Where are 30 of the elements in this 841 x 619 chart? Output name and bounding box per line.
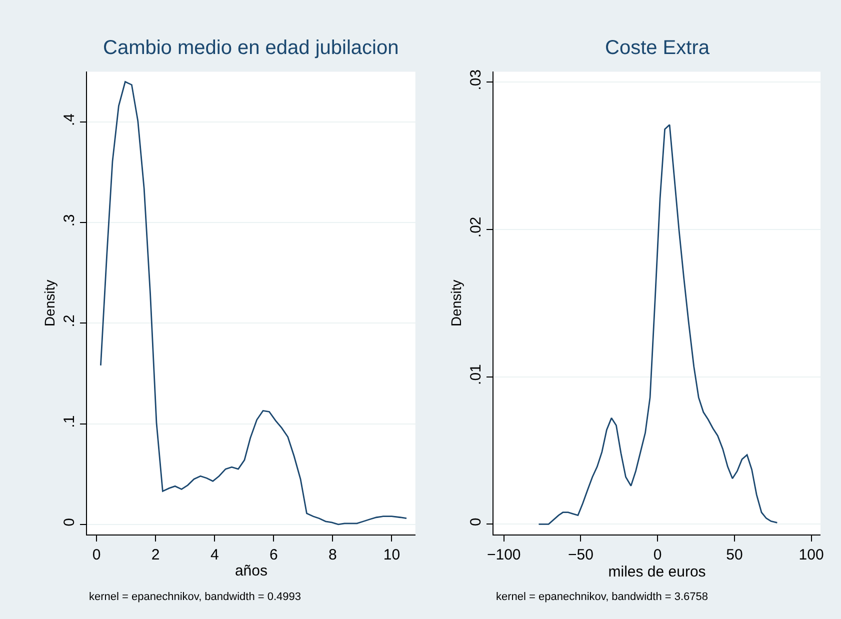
x-tick-label: 100 [798,546,824,564]
y-tick-label: 0 [468,518,485,526]
x-axis-title: años [234,562,268,580]
y-tick-label: 0 [61,518,78,526]
x-tick-label: 4 [210,546,219,564]
chart-title: Coste Extra [605,37,710,59]
chart-title: Cambio medio en edad jubilacion [103,37,399,59]
line-series [538,124,778,525]
y-axis-title: Density [42,280,58,326]
y-tick-label: .01 [468,364,485,385]
x-tick-label: 6 [269,546,278,564]
x-axis-title: miles de euros [608,563,706,580]
x-tick-label: −100 [486,546,521,564]
x-tick-label: 0 [653,546,662,564]
y-tick-label: .02 [468,216,485,238]
line-series [100,81,408,526]
x-tick-label: 2 [151,546,160,564]
y-tick-label: .2 [61,314,78,328]
y-tick-label: .03 [468,69,485,90]
x-tick-label: 10 [383,546,400,564]
y-tick-label: .3 [61,214,78,227]
x-tick-label: 8 [328,546,337,564]
text: kernel = epanechnikov, bandwidth = 0.4993 [89,591,302,603]
y-tick-label: .1 [61,415,78,428]
x-tick-label: 50 [726,546,743,564]
x-tick-label: −50 [568,546,594,564]
x-tick-label: 0 [92,546,101,564]
y-tick-label: .4 [61,114,78,126]
text: kernel = epanechnikov, bandwidth = 3.6758 [496,591,708,603]
y-axis-title: Density [448,280,464,326]
